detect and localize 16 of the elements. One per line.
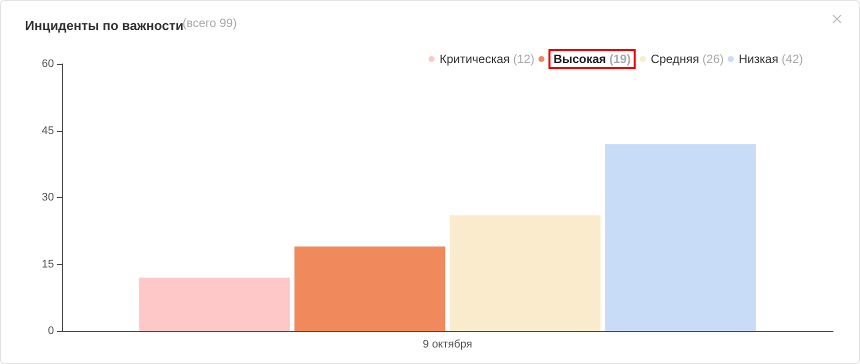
y-tick-label: 30 <box>42 192 54 204</box>
legend-label: Низкая (42) <box>738 52 804 66</box>
bar <box>294 246 446 331</box>
bar <box>605 144 756 331</box>
legend-label: Критическая (12) <box>440 52 534 66</box>
y-tick-label: 60 <box>42 58 54 70</box>
legend-label: Средняя (26) <box>650 52 724 66</box>
y-tick-label: 0 <box>48 325 54 337</box>
chart-subtitle: (всего 99) <box>182 16 237 30</box>
y-tick-label: 15 <box>42 258 54 270</box>
bar <box>139 278 290 331</box>
chart-title: Инциденты по важности <box>25 18 184 33</box>
x-tick-label: 9 октября <box>422 338 472 350</box>
y-tick-label: 45 <box>42 124 54 137</box>
legend-label: Высокая (19) <box>553 52 631 66</box>
bar <box>450 215 601 331</box>
